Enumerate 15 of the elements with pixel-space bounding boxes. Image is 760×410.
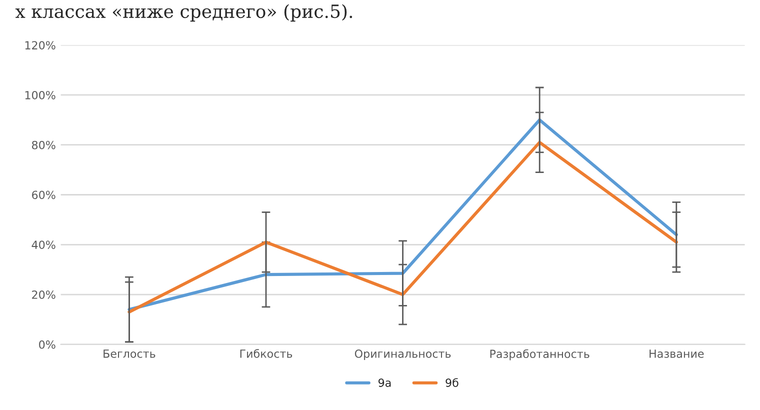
text: х классах «ниже среднего» (рис.5). [15, 4, 352, 22]
x-tick-label: Название [650, 350, 704, 358]
x-tick-label: Разработанность [490, 349, 590, 360]
y-tick-label: 100% [25, 90, 56, 100]
y-tick-label: 20% [32, 290, 56, 299]
x-tick-label: Оригинальность [354, 349, 451, 360]
y-tick-label: 120% [25, 41, 56, 50]
y-tick-label: 0% [39, 340, 56, 349]
x-tick-label: Гибкость [240, 349, 292, 358]
y-tick-label: 60% [32, 190, 56, 200]
legend-label: 9б [446, 378, 458, 387]
legend-label: 9а [378, 378, 391, 387]
x-tick-label: Беглость [104, 350, 156, 358]
y-tick-label: 40% [32, 240, 56, 250]
y-tick-label: 80% [32, 140, 56, 150]
